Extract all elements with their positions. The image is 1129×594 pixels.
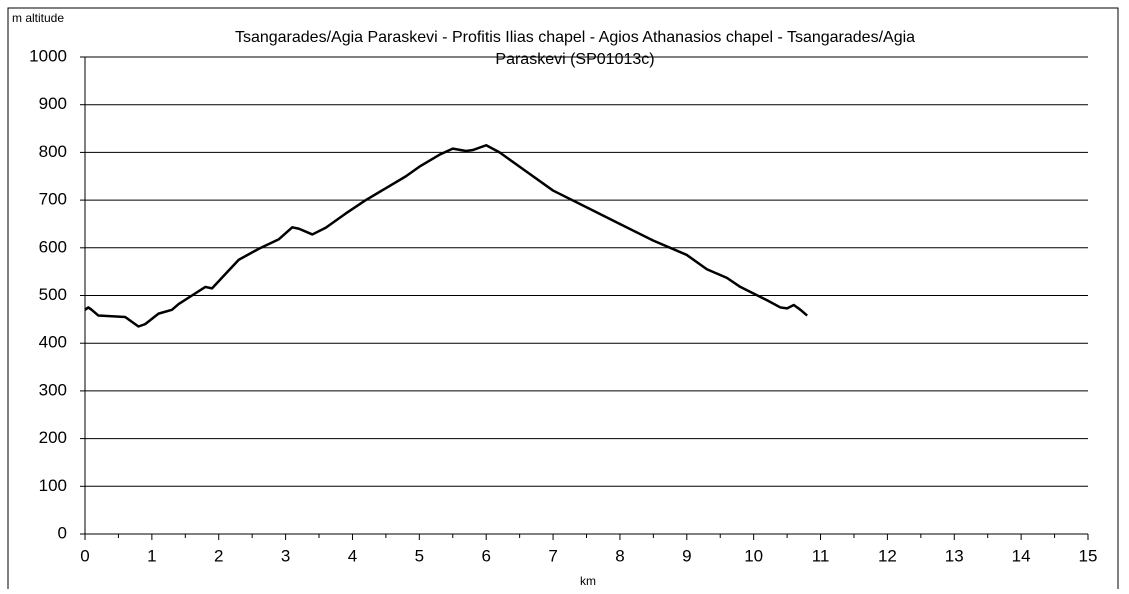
x-tick-label: 0 [80,546,89,565]
y-tick-label: 1000 [29,46,67,65]
chart-title-line: Tsangarades/Agia Paraskevi - Profitis Il… [235,29,915,46]
y-tick-label: 100 [39,476,67,495]
elevation-line [84,143,808,328]
x-tick-label: 12 [878,546,897,565]
x-tick-label: 2 [214,546,223,565]
y-tick-label: 200 [39,428,67,447]
y-tick-label: 400 [39,333,67,352]
x-tick-label: 14 [1012,546,1031,565]
chart-title-line: Paraskevi (SP01013c) [495,51,654,68]
x-tick-label: 15 [1079,546,1098,565]
x-tick-label: 5 [415,546,424,565]
x-tick-label: 3 [281,546,290,565]
chart-frame [7,7,1119,594]
y-tick-label: 0 [58,523,67,542]
x-tick-label: 11 [812,546,830,565]
y-tick-label: 300 [39,380,67,399]
y-tick-label: 800 [39,142,67,161]
x-tick-label: 1 [147,546,156,565]
x-tick-label: 6 [481,546,490,565]
x-axis-label: km [580,574,596,588]
x-tick-label: 4 [348,546,357,565]
x-tick-label: 8 [615,546,624,565]
x-tick-label: 7 [548,546,557,565]
x-tick-label: 13 [945,546,964,565]
x-tick-label: 9 [682,546,691,565]
y-tick-label: 600 [39,237,67,256]
y-axis-label: m altitude [12,11,64,25]
x-tick-label: 10 [744,546,763,565]
y-tick-label: 700 [39,190,67,209]
y-tick-label: 500 [39,285,67,304]
y-tick-label: 900 [39,94,67,113]
